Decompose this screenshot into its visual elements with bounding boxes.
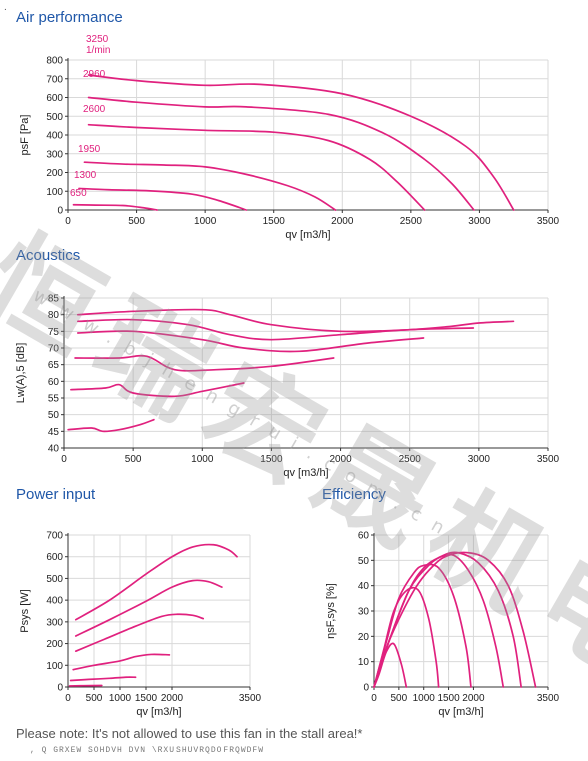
efficiency-x-tick-label: 0	[371, 693, 377, 704]
power-y-tick-label: 700	[46, 531, 63, 542]
power-series-1300	[71, 677, 136, 680]
garbled-note: , Q GRXEW SOHDVH DVN \RXUSHUVRQDOFRQWD…	[30, 745, 264, 755]
air-x-tick-label: 1500	[263, 216, 286, 227]
power-series-3250	[76, 545, 237, 620]
air-annotation-3250: 3250	[86, 34, 109, 45]
power-x-tick-label: 1000	[109, 693, 132, 704]
efficiency-x-tick-label: 1000	[413, 693, 436, 704]
efficiency-x-tick-label: 500	[391, 693, 408, 704]
efficiency-x-tick-label: 1500	[437, 693, 460, 704]
power-y-tick-label: 300	[46, 617, 63, 628]
acoustics-y-tick-label: 55	[48, 394, 60, 405]
air-y-tick-label: 400	[46, 131, 63, 142]
power-x-tick-label: 500	[86, 693, 103, 704]
air-y-axis-label: psF [Pa]	[19, 115, 31, 156]
section-title-air: Air performance	[16, 9, 123, 26]
power-x-tick-label: 2000	[161, 693, 184, 704]
efficiency-y-axis-label: ηsF,sys [%]	[325, 583, 337, 639]
air-y-tick-label: 600	[46, 93, 63, 104]
air-x-tick-label: 3500	[537, 216, 560, 227]
power-y-tick-label: 400	[46, 596, 63, 607]
efficiency-y-tick-label: 10	[358, 657, 370, 668]
air-annotation-1950: 1950	[78, 144, 101, 155]
air-x-tick-label: 500	[128, 216, 145, 227]
acoustics-x-tick-label: 500	[125, 454, 142, 465]
air-series-1950	[84, 162, 335, 210]
air-x-tick-label: 1000	[194, 216, 217, 227]
efficiency-x-tick-label: 3500	[537, 693, 560, 704]
efficiency-y-tick-label: 20	[358, 632, 370, 643]
corner-dot: .	[4, 2, 7, 13]
power-x-tick-label: 1500	[135, 693, 158, 704]
power-y-tick-label: 100	[46, 661, 63, 672]
power-x-axis-label: qv [m3/h]	[136, 706, 181, 718]
air-y-tick-label: 200	[46, 168, 63, 179]
air-y-tick-label: 500	[46, 112, 63, 123]
power-series-2600	[76, 614, 203, 651]
air-series-2600	[89, 125, 425, 210]
air-x-axis-label: qv [m3/h]	[285, 229, 330, 241]
power-y-tick-label: 600	[46, 552, 63, 563]
efficiency-y-tick-label: 0	[363, 683, 369, 694]
air-x-tick-label: 2000	[331, 216, 354, 227]
air-x-tick-label: 3000	[468, 216, 491, 227]
power-y-tick-label: 0	[57, 683, 63, 694]
power-input-chart: 0 500 1000 1500 2000 3500 0 100 200 300 400 500 600 7…	[0, 505, 290, 725]
air-annotation-1-min: 1/min	[86, 45, 110, 56]
acoustics-x-tick-label: 0	[61, 454, 67, 465]
power-y-tick-label: 200	[46, 639, 63, 650]
air-y-tick-label: 800	[46, 56, 63, 67]
power-y-axis-label: Psys [W]	[19, 589, 31, 632]
acoustics-y-tick-label: 40	[48, 444, 60, 455]
air-y-tick-label: 300	[46, 149, 63, 160]
stall-area-note: Please note: It's not allowed to use thi…	[16, 726, 362, 741]
power-x-tick-label: 0	[65, 693, 71, 704]
air-annotation-2600: 2600	[83, 104, 106, 115]
air-annotation-1300: 1300	[74, 170, 97, 181]
air-annotation-650: 650	[70, 188, 87, 199]
efficiency-x-tick-label: 2000	[462, 693, 485, 704]
efficiency-y-tick-label: 40	[358, 581, 370, 592]
power-x-tick-label: 3500	[239, 693, 262, 704]
efficiency-y-tick-label: 30	[358, 607, 370, 618]
power-series-1950	[73, 654, 169, 669]
power-y-tick-label: 500	[46, 574, 63, 585]
efficiency-x-axis-label: qv [m3/h]	[438, 706, 483, 718]
air-series-650	[73, 205, 157, 210]
air-x-tick-label: 2500	[400, 216, 423, 227]
acoustics-y-tick-label: 45	[48, 427, 60, 438]
air-annotation-2960: 2960	[83, 69, 106, 80]
air-y-tick-label: 700	[46, 74, 63, 85]
acoustics-y-tick-label: 50	[48, 410, 60, 421]
acoustics-x-tick-label: 3500	[537, 454, 560, 465]
